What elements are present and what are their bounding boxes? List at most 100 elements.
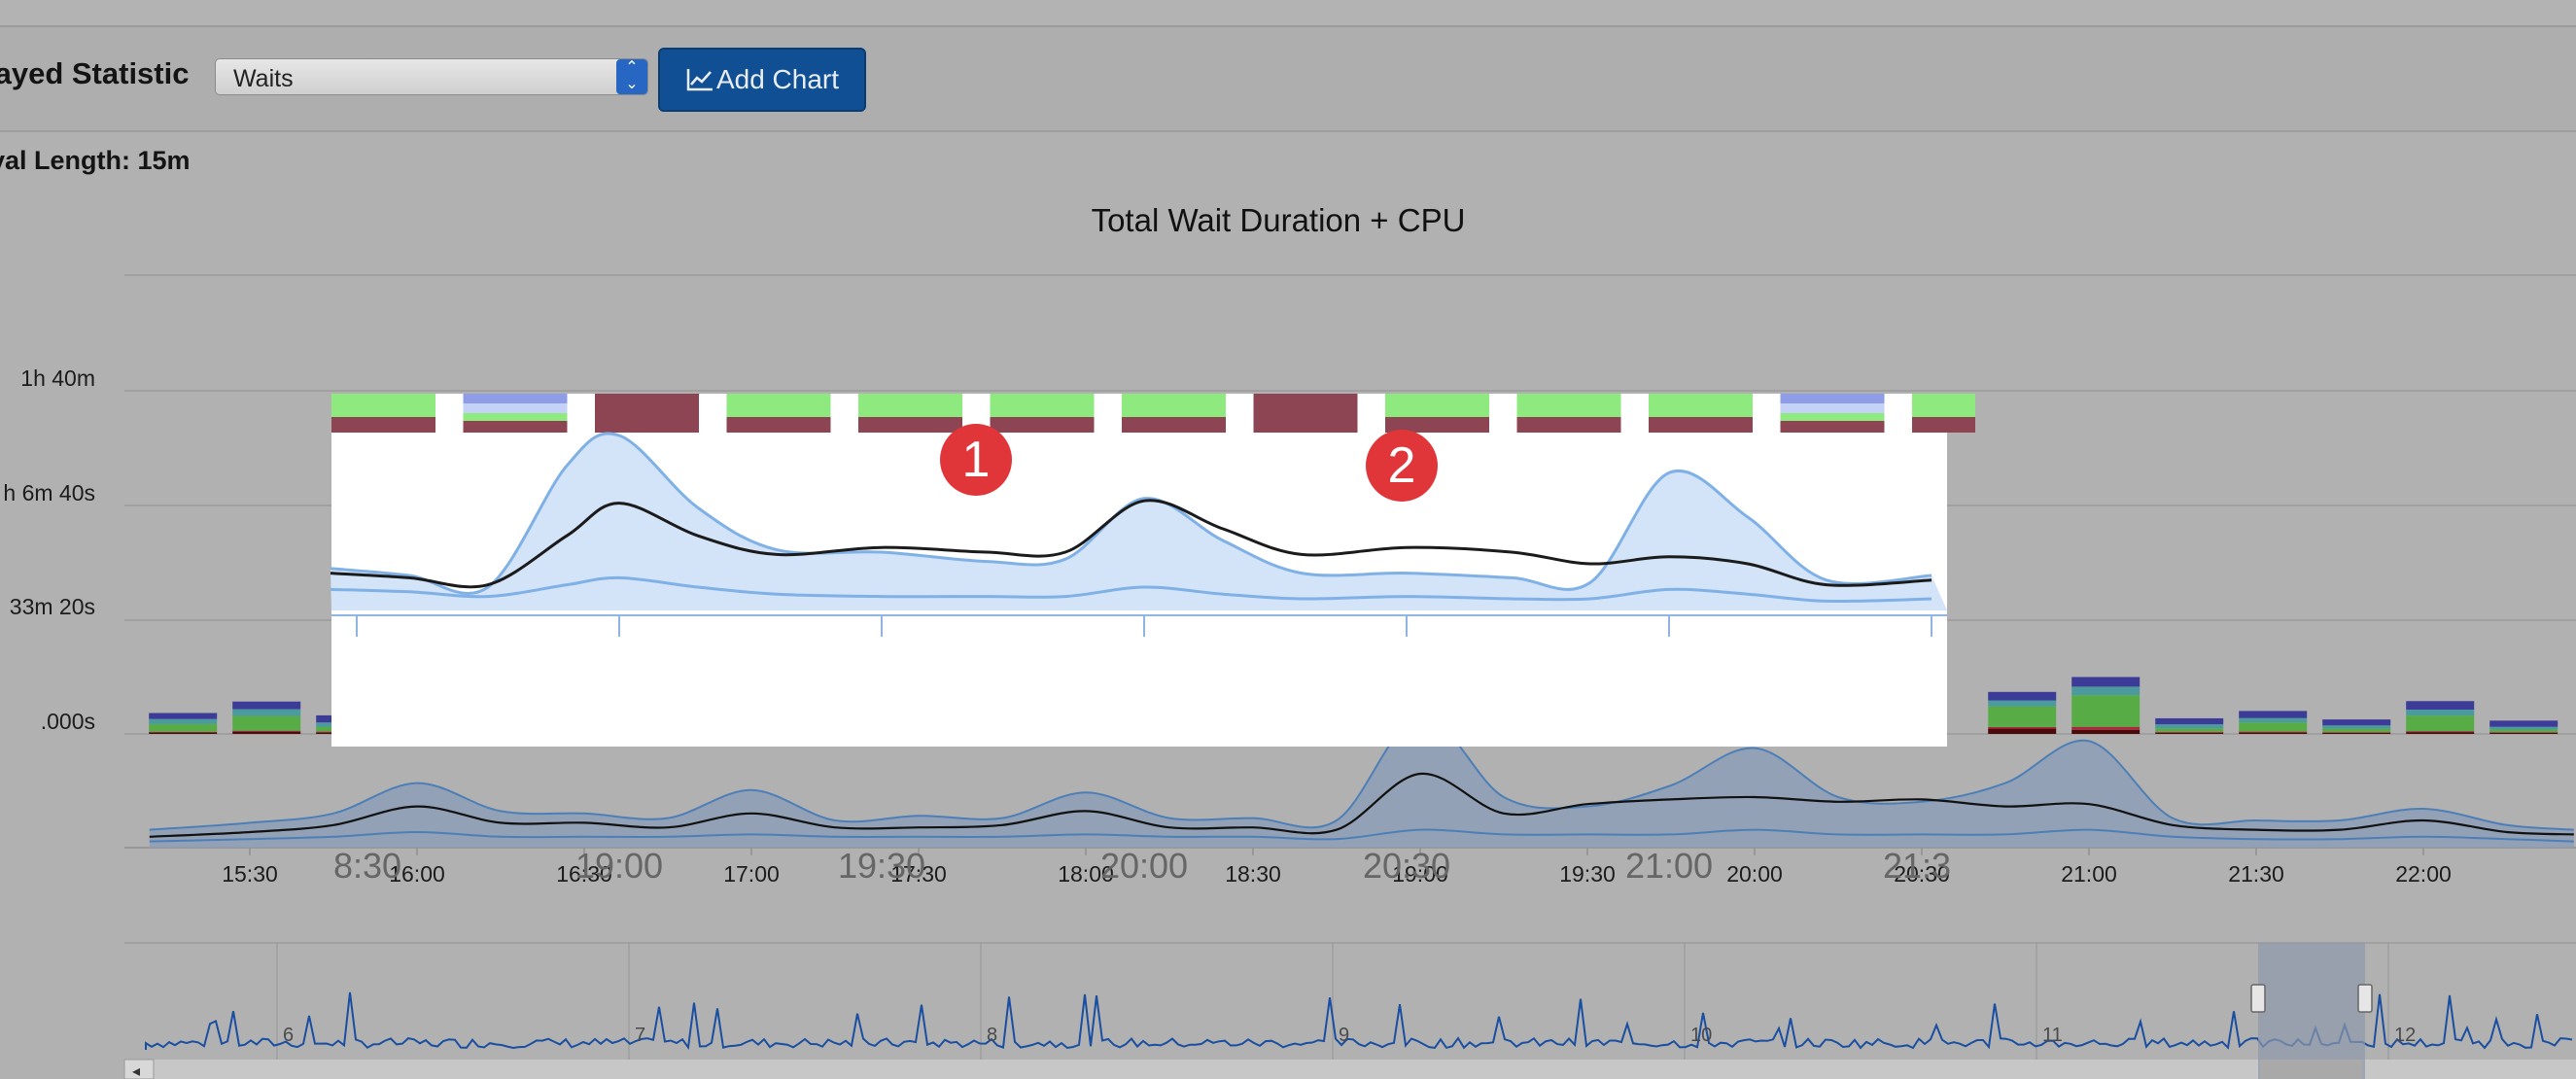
bar-segment	[2071, 695, 2141, 727]
inset-strip-segment	[858, 394, 962, 417]
inset-strip-segment	[1385, 417, 1489, 433]
inset-strip-segment	[726, 417, 831, 433]
bar-segment	[232, 701, 301, 710]
bar-segment	[2406, 701, 2475, 710]
bar-segment	[2239, 731, 2308, 733]
inset-tick-label: 21:00	[1624, 846, 1714, 886]
bar-segment	[232, 715, 301, 731]
bar-segment	[149, 713, 218, 719]
inset-tick-label: 19:30	[837, 846, 926, 886]
chevron-left-icon: ◂	[132, 1063, 140, 1079]
bar-segment	[2155, 717, 2224, 725]
bar-segment	[149, 732, 218, 734]
inset-tick-label: 19:00	[574, 846, 664, 886]
y-tick-label: h 6m 40s	[3, 480, 95, 505]
inset-strip-segment	[1780, 394, 1885, 403]
inset-tick-label: 20:00	[1099, 846, 1189, 886]
inset-strip-segment	[1122, 417, 1226, 433]
navigator-label: 11	[2042, 1025, 2063, 1046]
x-tick-label: 21:30	[2228, 861, 2284, 887]
inset-strip-segment	[1516, 417, 1621, 433]
bar-segment	[2155, 732, 2224, 734]
inset-strip-segment	[1253, 394, 1358, 433]
bar-segment	[2155, 728, 2224, 732]
bar-segment	[232, 730, 301, 732]
navigator-label: 10	[1690, 1025, 1713, 1046]
x-tick-label: 16:30	[556, 861, 612, 887]
bar-segment	[232, 709, 301, 716]
x-tick-label: 18:00	[1058, 861, 1114, 887]
inset-strip-segment	[1780, 403, 1885, 413]
inset-strip-segment	[1516, 394, 1621, 417]
bar-segment	[2155, 724, 2224, 729]
chart-title: Total Wait Duration + CPU	[1091, 202, 1466, 238]
bar-segment	[2406, 715, 2475, 732]
inset-strip-segment	[463, 403, 568, 413]
bar-segment	[1988, 726, 2057, 729]
x-tick-label: 20:30	[1894, 861, 1950, 887]
navigator-series	[145, 992, 2573, 1051]
inset-strip-segment	[1385, 394, 1489, 417]
navigator-label: 9	[1339, 1025, 1350, 1046]
y-tick-label: .000s	[40, 709, 95, 734]
bar-segment	[2322, 725, 2391, 729]
inset-strip-segment	[1912, 394, 1975, 417]
bar-segment	[2322, 732, 2391, 734]
x-tick-label: 22:00	[2395, 861, 2452, 887]
updown-arrows-icon: ⌃ ⌄	[616, 59, 647, 94]
bar-segment	[2239, 717, 2308, 723]
bar-segment	[2071, 677, 2141, 687]
bar-segment	[2489, 732, 2559, 734]
inset-tick-label: 8:30	[332, 846, 402, 886]
bar-segment	[149, 718, 218, 724]
inset-lower-line	[330, 575, 1932, 604]
inset-strip-segment	[1122, 394, 1226, 417]
bar-segment	[2406, 732, 2475, 734]
inset-strip-segment	[463, 421, 568, 433]
x-tick-label: 21:00	[2061, 861, 2117, 887]
navigator-label: 7	[635, 1025, 646, 1046]
bar-segment	[2071, 726, 2141, 730]
inset-strip-segment	[1649, 394, 1753, 417]
inset-strip-segment	[1780, 413, 1885, 421]
inset-tick-label: 21:3	[1882, 846, 1952, 886]
displayed-statistic-label: layed Statistic	[0, 56, 190, 90]
inset-strip-segment	[726, 394, 831, 417]
bar-segment	[2071, 686, 2141, 696]
navigator-label: 6	[283, 1025, 295, 1046]
scroll-left-button	[123, 1059, 155, 1079]
bar-segment	[2489, 732, 2559, 733]
top-strip	[0, 0, 2576, 27]
x-tick-label: 15:30	[222, 861, 278, 887]
navigator-handle	[2250, 984, 2266, 1013]
inset-strip-segment	[1912, 417, 1975, 433]
inset-strip-segment	[990, 417, 1095, 433]
bar-segment	[2489, 720, 2559, 727]
statistic-select[interactable]: Waits ⌃ ⌄	[215, 58, 648, 95]
bar-segment	[149, 723, 218, 732]
timeline-lower-line	[149, 828, 2574, 843]
bar-segment	[1988, 691, 2057, 701]
inset-strip-segment	[990, 394, 1095, 417]
interval-length-label: val Length: 15m	[0, 146, 191, 175]
add-chart-button[interactable]: Add Chart	[658, 48, 866, 112]
inset-upper-band	[331, 433, 1947, 610]
bar-segment	[1988, 728, 2057, 734]
add-chart-label: Add Chart	[715, 64, 840, 94]
bar-segment	[2322, 719, 2391, 726]
callout-badge-1: 1	[940, 424, 1012, 496]
scroll-thumb	[2260, 1060, 2362, 1079]
statistic-select-value: Waits	[233, 65, 294, 92]
x-tick-label: 19:30	[1559, 861, 1616, 887]
inset-strip-segment	[1780, 421, 1885, 433]
bar-segment	[2155, 731, 2224, 733]
navigator-selection	[2258, 943, 2365, 1079]
inset-mean-line	[330, 499, 1932, 589]
inset-strip-segment	[595, 394, 699, 433]
bar-segment	[2406, 731, 2475, 733]
bar-segment	[149, 731, 218, 733]
callout-badge-2: 2	[1366, 430, 1438, 502]
timeline-mean-line	[149, 772, 2574, 838]
bar-segment	[2239, 722, 2308, 732]
